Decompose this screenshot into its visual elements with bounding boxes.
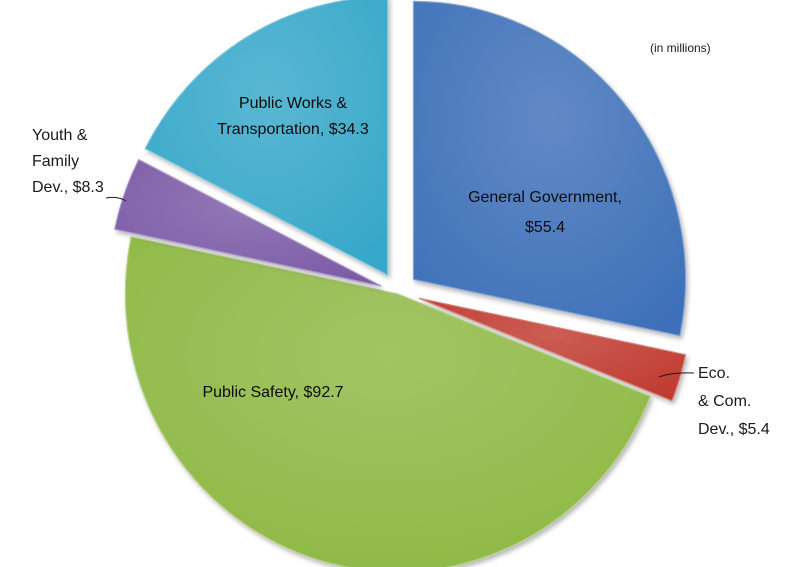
- slice-label-line: Public Safety, $92.7: [202, 384, 343, 401]
- slice-label-line: $55.4: [525, 219, 565, 236]
- slice-label-line: Youth &: [32, 127, 88, 144]
- slice-label-line: Eco.: [698, 365, 730, 382]
- slice-label: General Government, $55.4: [468, 189, 622, 236]
- leader-line: [105, 196, 127, 202]
- leader-line: [658, 372, 695, 378]
- pie-slice-youth-family-dev: [114, 158, 382, 287]
- slice-label-line: Dev., $8.3: [32, 179, 104, 196]
- slice-label-line: Family: [32, 153, 79, 170]
- slice-label-line: & Com.: [698, 393, 751, 410]
- slice-label: Public Works & Transportation, $34.3: [217, 95, 369, 138]
- slice-label: Public Safety, $92.7: [202, 384, 343, 401]
- slice-label-line: Dev., $5.4: [698, 421, 770, 438]
- slice-label-line: Transportation, $34.3: [217, 121, 369, 138]
- unit-note: (in millions): [650, 41, 711, 55]
- pie-slice-public-works-transportation: [144, 0, 389, 276]
- slice-label: Youth & Family Dev., $8.3: [32, 127, 104, 196]
- slice-label-line: Public Works &: [239, 95, 348, 112]
- pie-slice-eco-com-dev: [418, 297, 687, 402]
- slice-label-line: General Government,: [468, 189, 622, 206]
- pie-slice-general-government: [412, 0, 687, 337]
- slice-label: Eco. & Com. Dev., $5.4: [698, 365, 770, 438]
- pie-slice-public-safety: [124, 236, 652, 567]
